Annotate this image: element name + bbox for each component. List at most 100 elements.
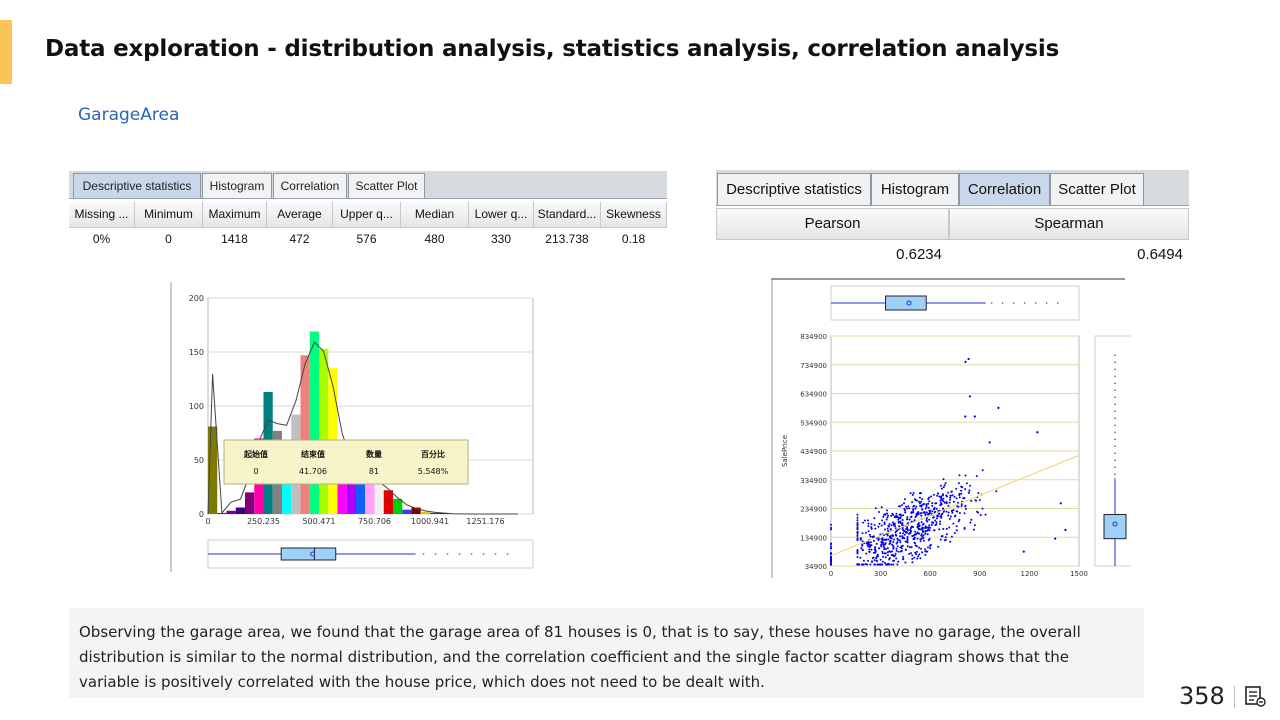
scatter-point xyxy=(870,548,873,551)
histogram-bar xyxy=(300,355,310,514)
scatter-point xyxy=(902,555,905,558)
header-skewness[interactable]: Skewness xyxy=(601,202,667,228)
y-boxplot-outlier xyxy=(1114,431,1116,434)
scatter-point xyxy=(921,529,924,531)
scatter-point xyxy=(926,533,929,536)
scatter-point xyxy=(914,533,917,536)
scatter-point xyxy=(872,539,875,542)
scatter-point xyxy=(895,534,898,537)
scatter-point xyxy=(942,486,945,489)
scatter-point xyxy=(880,541,883,543)
scatter-point xyxy=(935,507,938,510)
scatter-point xyxy=(886,512,888,515)
header-median[interactable]: Median xyxy=(401,202,469,228)
scatter-point xyxy=(896,537,899,540)
header-minimum[interactable]: Minimum xyxy=(135,202,203,228)
y-boxplot-outlier xyxy=(1114,417,1116,420)
scatter-point xyxy=(945,500,948,503)
scatter-point xyxy=(890,563,893,566)
tab-histogram[interactable]: Histogram xyxy=(202,173,272,198)
boxplot-outlier xyxy=(470,553,473,555)
histogram-bar xyxy=(245,492,255,514)
header-upper-quartile[interactable]: Upper q... xyxy=(333,202,401,228)
scatter-point xyxy=(879,558,882,561)
scatter-point xyxy=(936,514,939,517)
scatter-point xyxy=(830,528,832,531)
scatter-point xyxy=(976,510,979,513)
scatter-point xyxy=(874,547,877,550)
scatter-point xyxy=(912,505,915,508)
header-lower-quartile[interactable]: Lower q... xyxy=(469,202,534,228)
x-tick-label: 900 xyxy=(973,570,986,578)
scatter-point xyxy=(880,524,883,527)
scatter-point xyxy=(918,532,921,535)
scatter-point xyxy=(895,542,898,545)
scatter-point xyxy=(945,527,948,530)
scatter-point xyxy=(892,560,895,562)
scatter-point xyxy=(935,521,938,524)
tab-descriptive-statistics[interactable]: Descriptive statistics xyxy=(717,173,871,205)
scatter-point xyxy=(868,548,871,551)
scatter-point xyxy=(884,542,887,545)
scatter-point xyxy=(872,551,875,554)
x-tick-label: 500.471 xyxy=(302,517,335,526)
tooltip-value: 41.706 xyxy=(299,467,327,476)
scatter-point xyxy=(912,509,915,512)
scatter-point xyxy=(903,502,905,505)
scatter-point xyxy=(921,508,924,511)
header-maximum[interactable]: Maximum xyxy=(203,202,267,228)
header-average[interactable]: Average xyxy=(267,202,333,228)
scatter-point xyxy=(931,502,934,505)
scatter-point xyxy=(830,556,832,559)
value-pearson: 0.6234 xyxy=(896,246,942,263)
scatter-point xyxy=(891,543,894,546)
scatter-point xyxy=(886,547,889,550)
scatter-point xyxy=(933,529,936,531)
scatter-point xyxy=(867,545,870,548)
scatter-point xyxy=(876,553,879,556)
scatter-point xyxy=(891,534,894,537)
tab-histogram[interactable]: Histogram xyxy=(871,173,959,205)
x-tick-label: 1500 xyxy=(1070,570,1088,578)
scatter-point xyxy=(871,561,873,563)
scatter-point xyxy=(924,530,927,533)
tab-descriptive-statistics[interactable]: Descriptive statistics xyxy=(73,173,201,198)
scatter-point xyxy=(886,527,889,530)
scatter-point xyxy=(906,540,909,542)
scatter-point xyxy=(887,514,889,517)
scatter-point xyxy=(915,513,918,515)
scatter-point xyxy=(924,532,927,535)
scatter-point xyxy=(872,556,875,559)
scatter-point xyxy=(884,539,887,541)
tab-scatter-plot[interactable]: Scatter Plot xyxy=(1050,173,1144,205)
slide-notes-icon[interactable] xyxy=(1243,684,1267,708)
scatter-point xyxy=(958,474,961,477)
scatter-point xyxy=(867,522,870,525)
header-pearson[interactable]: Pearson xyxy=(716,208,949,240)
scatter-point xyxy=(885,518,888,521)
y-tick-label: 200 xyxy=(189,294,204,303)
scatter-point xyxy=(901,504,904,507)
scatter-point xyxy=(862,521,865,524)
y-tick-label: 834900 xyxy=(800,333,827,341)
scatter-point xyxy=(859,537,862,540)
header-standard-deviation[interactable]: Standard... xyxy=(534,202,601,228)
scatter-point xyxy=(957,505,960,508)
y-boxplot-box xyxy=(1103,514,1127,540)
tab-correlation[interactable]: Correlation xyxy=(273,173,347,198)
scatter-point xyxy=(911,561,914,564)
scatter-point xyxy=(942,527,945,530)
scatter-point xyxy=(928,500,931,503)
scatter-point xyxy=(869,535,872,538)
header-missing[interactable]: Missing ... xyxy=(69,202,135,228)
header-spearman[interactable]: Spearman xyxy=(949,208,1189,240)
scatter-point xyxy=(881,550,884,553)
scatter-point xyxy=(942,493,944,496)
tab-correlation[interactable]: Correlation xyxy=(959,173,1050,205)
scatter-point xyxy=(914,516,917,519)
scatter-point xyxy=(901,537,904,540)
scatter-point xyxy=(881,519,884,522)
scatter-point xyxy=(908,518,911,521)
tab-scatter-plot[interactable]: Scatter Plot xyxy=(348,173,425,198)
scatter-point xyxy=(937,545,940,548)
